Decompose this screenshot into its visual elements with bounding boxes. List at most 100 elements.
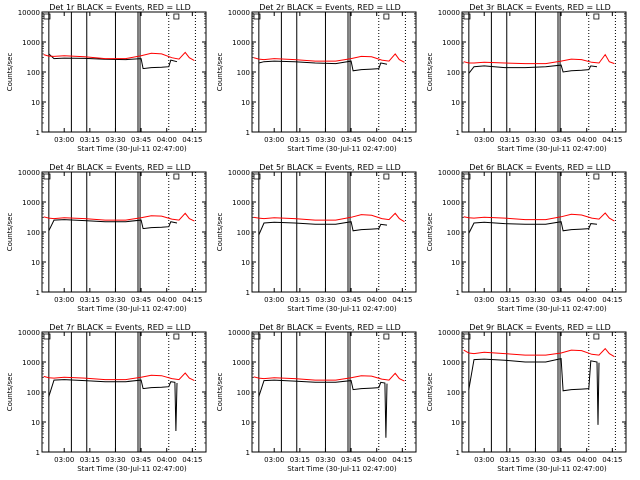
- y-tick-label: 1000: [232, 359, 250, 367]
- y-tick-label: 100: [447, 389, 460, 397]
- y-tick-label: 100: [27, 389, 40, 397]
- x-tick-label: 03:45: [131, 296, 151, 304]
- y-tick-label: 1000: [442, 199, 460, 207]
- x-tick-label: 03:00: [264, 296, 284, 304]
- x-axis-label: Start Time (30-Jul-11 02:47:00): [287, 145, 397, 153]
- panel-title: Det 6r BLACK = Events, RED = LLD: [469, 163, 611, 172]
- y-tick-label: 1000: [22, 359, 40, 367]
- series-lld-line: [253, 53, 405, 63]
- y-tick-label: 1: [36, 129, 40, 137]
- x-tick-label: 03:30: [525, 456, 545, 464]
- flag-marker: [593, 173, 600, 180]
- series-lld-line: [253, 372, 405, 382]
- series-lld-line: [43, 51, 195, 62]
- x-tick-label: 03:45: [551, 456, 571, 464]
- plot-frame: [461, 11, 627, 133]
- x-tick-label: 04:00: [577, 456, 597, 464]
- x-tick-label: 03:15: [290, 136, 310, 144]
- x-tick-label: 03:30: [525, 136, 545, 144]
- flag-marker: [43, 13, 51, 20]
- flag-marker: [43, 173, 51, 180]
- y-tick-label: 1: [456, 129, 460, 137]
- x-tick-label: 03:15: [80, 456, 100, 464]
- y-tick-label: 10000: [18, 9, 40, 17]
- x-tick-label: 03:15: [500, 456, 520, 464]
- x-axis-label: Start Time (30-Jul-11 02:47:00): [77, 465, 187, 473]
- x-axis-label: Start Time (30-Jul-11 02:47:00): [497, 145, 607, 153]
- x-tick-label: 04:15: [392, 456, 412, 464]
- y-tick-label: 100: [237, 69, 250, 77]
- panel-7: Det 7r BLACK = Events, RED = LLD 1 10 100 10…: [6, 323, 207, 473]
- y-tick-label: 100: [27, 69, 40, 77]
- x-axis-label: Start Time (30-Jul-11 02:47:00): [287, 305, 397, 313]
- flag-marker: [463, 173, 471, 180]
- x-tick-label: 03:30: [105, 456, 125, 464]
- x-tick-label: 03:45: [341, 456, 361, 464]
- y-axis-label: Counts/sec: [216, 53, 224, 92]
- flag-marker: [593, 13, 600, 20]
- y-tick-label: 10000: [438, 169, 460, 177]
- y-tick-label: 10: [31, 99, 40, 107]
- series-events-line: [48, 219, 178, 232]
- x-tick-label: 03:15: [500, 296, 520, 304]
- panel-title: Det 3r BLACK = Events, RED = LLD: [469, 3, 611, 12]
- x-tick-label: 04:15: [392, 296, 412, 304]
- x-tick-label: 03:30: [315, 296, 335, 304]
- x-tick-label: 04:00: [577, 296, 597, 304]
- series-events-line: [48, 379, 178, 432]
- panel-5: Det 5r BLACK = Events, RED = LLD 1 10 100 10…: [216, 163, 417, 313]
- x-tick-label: 03:00: [474, 136, 494, 144]
- flag-marker: [253, 13, 261, 20]
- x-tick-label: 03:15: [80, 296, 100, 304]
- flag-marker: [463, 13, 471, 20]
- series-lld-line: [43, 372, 195, 382]
- x-tick-label: 03:45: [341, 296, 361, 304]
- series-lld-line: [463, 347, 615, 358]
- x-tick-label: 03:30: [105, 136, 125, 144]
- y-tick-label: 100: [237, 389, 250, 397]
- flag-marker: [173, 13, 180, 20]
- flag-marker: [383, 13, 390, 20]
- y-axis-label: Counts/sec: [426, 373, 434, 412]
- y-tick-label: 100: [447, 69, 460, 77]
- x-axis-label: Start Time (30-Jul-11 02:47:00): [497, 305, 607, 313]
- y-tick-label: 1: [456, 289, 460, 297]
- x-tick-label: 04:00: [157, 296, 177, 304]
- y-tick-label: 10: [451, 99, 460, 107]
- panel-title: Det 2r BLACK = Events, RED = LLD: [259, 3, 401, 12]
- x-axis-label: Start Time (30-Jul-11 02:47:00): [77, 305, 187, 313]
- y-tick-label: 10000: [18, 329, 40, 337]
- x-tick-label: 03:30: [315, 136, 335, 144]
- plot-frame: [41, 331, 207, 453]
- y-tick-label: 10: [241, 99, 250, 107]
- x-axis-label: Start Time (30-Jul-11 02:47:00): [77, 145, 187, 153]
- y-tick-label: 10: [451, 259, 460, 267]
- x-tick-label: 04:15: [182, 456, 202, 464]
- y-axis-label: Counts/sec: [6, 373, 14, 412]
- y-axis-label: Counts/sec: [426, 53, 434, 92]
- flag-marker: [463, 333, 471, 340]
- y-tick-label: 10: [31, 259, 40, 267]
- y-tick-label: 100: [27, 229, 40, 237]
- y-tick-label: 100: [447, 229, 460, 237]
- panel-title: Det 4r BLACK = Events, RED = LLD: [49, 163, 191, 172]
- y-tick-label: 10000: [228, 329, 250, 337]
- x-tick-label: 03:00: [474, 456, 494, 464]
- y-tick-label: 1: [36, 449, 40, 457]
- x-tick-label: 03:15: [80, 136, 100, 144]
- x-tick-label: 03:45: [551, 136, 571, 144]
- y-tick-label: 1000: [232, 199, 250, 207]
- plot-frame: [251, 11, 417, 133]
- y-tick-label: 10000: [438, 9, 460, 17]
- panel-4: Det 4r BLACK = Events, RED = LLD 1 10 100 10…: [6, 163, 207, 313]
- panel-title: Det 9r BLACK = Events, RED = LLD: [469, 323, 611, 332]
- series-events-line: [468, 64, 598, 74]
- y-tick-label: 100: [237, 229, 250, 237]
- y-tick-label: 10000: [438, 329, 460, 337]
- x-tick-label: 04:15: [602, 456, 622, 464]
- y-tick-label: 10000: [228, 169, 250, 177]
- y-tick-label: 1000: [442, 359, 460, 367]
- x-tick-label: 03:15: [290, 456, 310, 464]
- x-tick-label: 04:00: [577, 136, 597, 144]
- panel-3: Det 3r BLACK = Events, RED = LLD 1 10 100 10…: [426, 3, 627, 153]
